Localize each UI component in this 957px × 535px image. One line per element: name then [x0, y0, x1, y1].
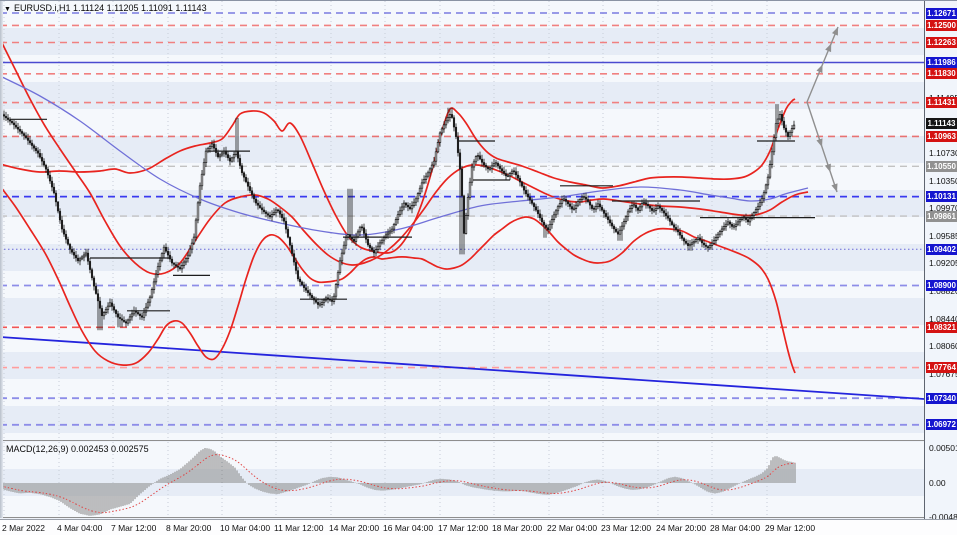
chart-title: ▼ EURUSD.i,H1 1.11124 1.11205 1.11091 1.1… — [4, 3, 207, 13]
price-badge-1.09402: 1.09402 — [926, 243, 957, 255]
price-badge-1.07764: 1.07764 — [926, 362, 957, 374]
price-tick-label: 1.07675 — [929, 369, 957, 379]
macd-indicator-label: MACD(12,26,9) 0.002453 0.002575 — [6, 444, 149, 454]
price-badge-1.12263: 1.12263 — [926, 37, 957, 48]
price-tick-label: 1.09970 — [929, 203, 957, 214]
bullish-candles[interactable] — [78, 113, 796, 324]
bearish-candles[interactable] — [0, 112, 790, 324]
macd-tick-label: 0.005011 — [929, 442, 957, 453]
time-axis-label: 23 Mar 12:00 — [601, 523, 652, 533]
price-badge-1.08321: 1.08321 — [926, 321, 957, 333]
price-tick-label: 1.08440 — [929, 313, 957, 324]
time-axis-label: 17 Mar 12:00 — [438, 523, 489, 533]
time-axis-label: 16 Mar 04:00 — [383, 523, 434, 533]
price-badge-1.11986: 1.11986 — [926, 57, 957, 69]
price-badge-1.07340: 1.07340 — [926, 392, 957, 404]
price-chart-pane[interactable]: ▼ EURUSD.i,H1 1.11124 1.11205 1.11091 1.1… — [0, 1, 924, 441]
price-badge-1.10550: 1.10550 — [926, 160, 957, 172]
price-badge-1.12500: 1.12500 — [926, 19, 957, 31]
price-tick-label: 1.10350 — [929, 175, 957, 186]
moving-average-line[interactable] — [0, 75, 809, 236]
macd-signal-line — [0, 454, 795, 514]
chart-title-text: EURUSD.i,H1 1.11124 1.11205 1.11091 1.11… — [13, 3, 207, 13]
projection-arrow-down[interactable] — [806, 101, 840, 193]
price-badge-1.06972: 1.06972 — [926, 419, 957, 431]
macd-histogram — [0, 448, 796, 516]
price-badge-1.11143: 1.11143 — [926, 117, 957, 129]
time-axis-label: 7 Mar 12:00 — [111, 523, 157, 533]
macd-tick-label: -0.004891 — [929, 512, 957, 523]
price-axis[interactable]: 1.118801.114951.107301.103501.099701.095… — [924, 1, 957, 523]
time-axis-label: 10 Mar 04:00 — [220, 523, 271, 533]
time-axis-label: 14 Mar 20:00 — [329, 523, 380, 533]
macd-tick-label: 0.00 — [929, 478, 946, 488]
collapse-triangle-icon[interactable]: ▼ — [4, 6, 11, 13]
macd-pane[interactable] — [0, 442, 924, 518]
time-axis-label: 24 Mar 20:00 — [656, 523, 707, 533]
price-tick-label: 1.08820 — [929, 286, 957, 297]
price-badge-1.09861: 1.09861 — [926, 210, 957, 222]
price-badge-1.08900: 1.08900 — [926, 280, 957, 291]
time-axis-label: 2 Mar 2022 — [2, 523, 45, 533]
price-tick-label: 1.10730 — [929, 148, 957, 159]
time-axis-label: 8 Mar 20:00 — [166, 523, 212, 533]
price-chart-canvas[interactable] — [0, 1, 924, 441]
time-axis[interactable]: 2 Mar 2022 4 Mar 04:00 7 Mar 12:00 8 Mar 20… — [0, 519, 957, 535]
projection-arrow-up[interactable] — [806, 26, 841, 103]
price-tick-label: 1.09205 — [929, 258, 957, 269]
price-badge-1.12671: 1.12671 — [926, 7, 957, 19]
vertical-gridlines — [3, 1, 768, 441]
time-axis-label: 22 Mar 04:00 — [547, 523, 598, 533]
time-axis-label: 18 Mar 20:00 — [492, 523, 543, 533]
time-axis-label: 4 Mar 04:00 — [57, 523, 103, 533]
price-badge-1.11431: 1.11431 — [926, 97, 957, 109]
descending-trendline[interactable] — [0, 336, 924, 400]
band-lower-line[interactable] — [0, 185, 796, 374]
time-axis-label: 28 Mar 04:00 — [710, 523, 761, 533]
price-tick-label: 1.08060 — [929, 341, 957, 352]
band-upper-line[interactable] — [0, 98, 796, 254]
price-badge-1.10963: 1.10963 — [926, 130, 957, 142]
horizontal-segments — [10, 118, 815, 312]
time-axis-label: 29 Mar 12:00 — [765, 523, 816, 533]
chart-left-edge — [0, 1, 3, 518]
time-axis-label: 11 Mar 12:00 — [274, 523, 324, 533]
macd-canvas[interactable] — [0, 442, 924, 518]
price-badge-1.11830: 1.11830 — [926, 68, 957, 80]
price-badge-1.10131: 1.10131 — [926, 191, 957, 203]
price-tick-label: 1.09585 — [929, 231, 957, 241]
macd-vertical-gridlines — [3, 442, 768, 518]
